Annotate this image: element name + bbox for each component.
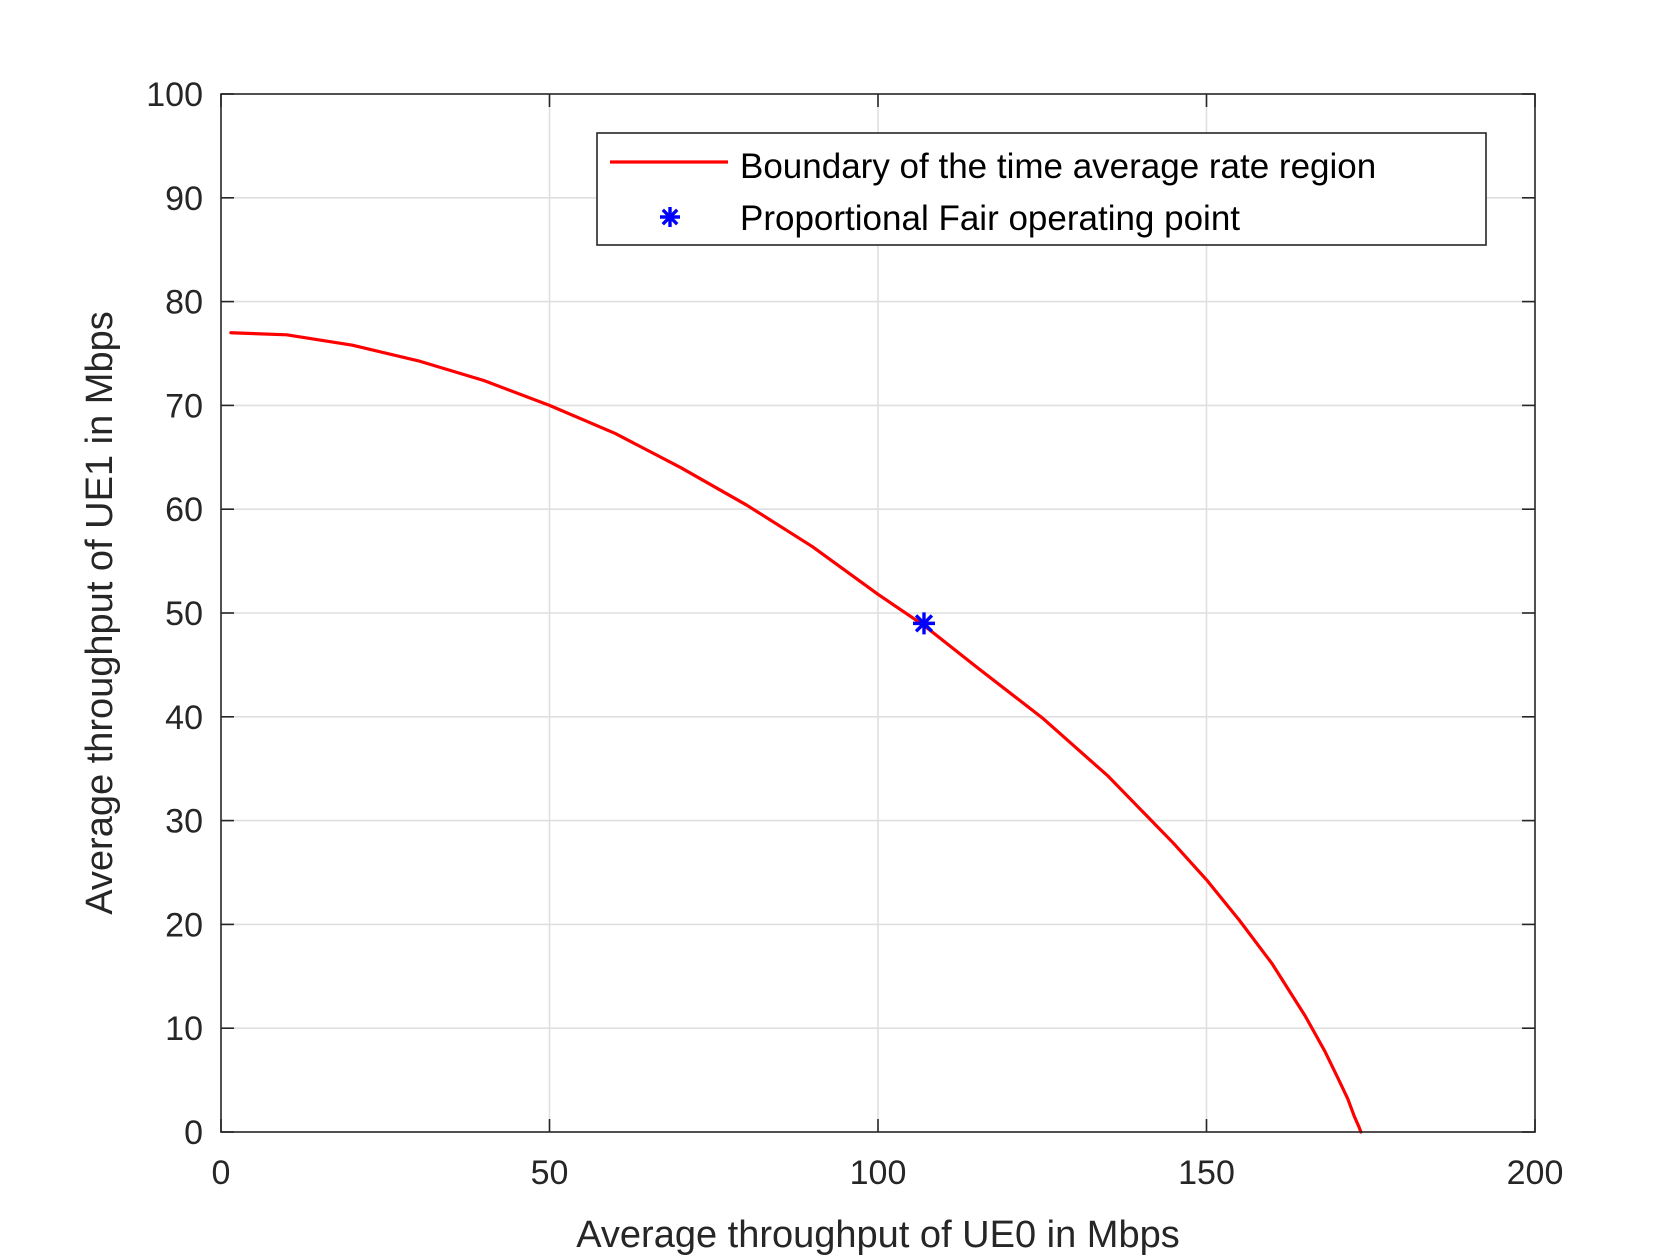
y-tick-label: 60	[165, 491, 203, 529]
pf-point-marker	[912, 612, 935, 635]
y-tick-label: 30	[165, 803, 203, 841]
x-tick-label: 100	[850, 1154, 907, 1192]
y-tick-labels: 0 10 20 30 40 50 60 70 80 90 100	[146, 76, 203, 1152]
legend-label-pf: Proportional Fair operating point	[740, 199, 1240, 238]
series-line-boundary	[229, 331, 1363, 1134]
y-tick-label: 0	[184, 1114, 203, 1152]
y-tick-label: 100	[146, 76, 203, 114]
legend: Boundary of the time average rate region…	[596, 132, 1487, 246]
x-tick-label: 150	[1178, 1154, 1235, 1192]
y-tick-label: 80	[165, 284, 203, 322]
y-tick-label: 90	[165, 180, 203, 218]
x-tick-labels: 0 50 100 150 200	[212, 1154, 1564, 1192]
y-tick-label: 10	[165, 1010, 203, 1048]
x-tick-label: 0	[212, 1154, 231, 1192]
legend-asterisk-icon	[660, 207, 680, 227]
data-layer	[229, 331, 1363, 1134]
y-tick-label: 20	[165, 906, 203, 944]
legend-label-boundary: Boundary of the time average rate region	[740, 147, 1376, 186]
y-tick-label: 50	[165, 595, 203, 633]
legend-marker-swatch	[660, 207, 680, 227]
x-tick-label: 50	[531, 1154, 569, 1192]
x-axis-label: Average throughput of UE0 in Mbps	[576, 1214, 1179, 1256]
legend-box	[596, 132, 1487, 246]
y-axis-label: Average throughput of UE1 in Mbps	[79, 311, 121, 914]
x-tick-label: 200	[1507, 1154, 1564, 1192]
series-point-proportional-fair	[912, 612, 935, 635]
y-tick-label: 70	[165, 387, 203, 425]
y-tick-label: 40	[165, 699, 203, 737]
axis-ticks	[220, 93, 1536, 1133]
